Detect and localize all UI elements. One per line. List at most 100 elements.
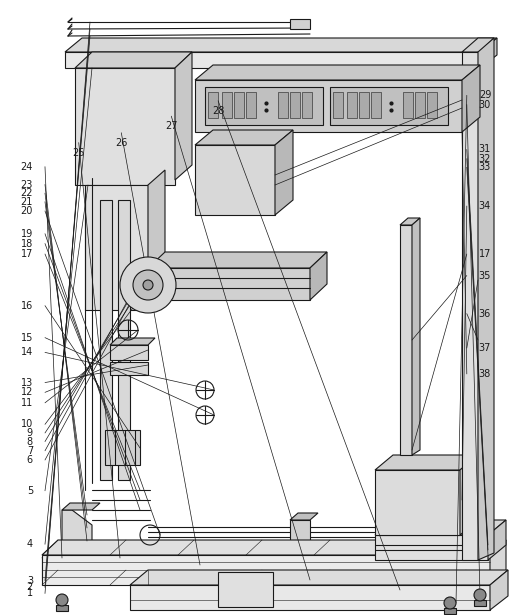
- Circle shape: [143, 280, 153, 290]
- Bar: [278, 92, 288, 118]
- Bar: [218, 572, 273, 607]
- Polygon shape: [195, 130, 293, 145]
- Bar: [427, 92, 437, 118]
- Text: 24: 24: [21, 162, 33, 172]
- Text: 32: 32: [479, 154, 491, 164]
- Polygon shape: [400, 218, 420, 225]
- Text: 15: 15: [21, 333, 33, 343]
- Polygon shape: [148, 252, 327, 268]
- Bar: [359, 92, 369, 118]
- Text: 29: 29: [479, 90, 491, 100]
- Bar: [56, 605, 68, 611]
- Text: 25: 25: [72, 148, 85, 157]
- Text: 38: 38: [479, 369, 491, 379]
- Bar: [290, 19, 310, 29]
- Text: 18: 18: [21, 239, 33, 248]
- Polygon shape: [42, 540, 506, 555]
- Circle shape: [56, 594, 68, 606]
- Polygon shape: [130, 585, 490, 610]
- Text: 22: 22: [21, 188, 33, 198]
- Circle shape: [444, 597, 456, 609]
- Circle shape: [474, 589, 486, 601]
- Text: 35: 35: [479, 271, 491, 280]
- Circle shape: [120, 257, 176, 313]
- Polygon shape: [195, 80, 462, 132]
- Polygon shape: [195, 145, 275, 215]
- Bar: [205, 87, 323, 125]
- Text: 10: 10: [21, 419, 33, 429]
- Polygon shape: [310, 252, 327, 300]
- Polygon shape: [42, 558, 70, 580]
- Polygon shape: [75, 68, 175, 185]
- Bar: [246, 92, 256, 118]
- Text: 34: 34: [479, 201, 491, 211]
- Text: 19: 19: [21, 229, 33, 239]
- Text: 36: 36: [479, 309, 491, 319]
- Text: 33: 33: [479, 162, 491, 172]
- Polygon shape: [175, 52, 192, 180]
- Text: 31: 31: [479, 145, 491, 154]
- Text: 21: 21: [21, 197, 33, 207]
- Text: 5: 5: [27, 486, 33, 496]
- Bar: [444, 608, 456, 614]
- Text: 12: 12: [21, 387, 33, 397]
- Bar: [302, 92, 312, 118]
- Polygon shape: [460, 455, 478, 535]
- Polygon shape: [462, 38, 494, 52]
- Polygon shape: [110, 338, 155, 345]
- Text: 11: 11: [21, 398, 33, 408]
- Text: 26: 26: [115, 138, 128, 148]
- Polygon shape: [62, 558, 310, 565]
- Text: 2: 2: [27, 582, 33, 592]
- Bar: [403, 92, 413, 118]
- Bar: [347, 92, 357, 118]
- Polygon shape: [490, 540, 506, 585]
- Text: 30: 30: [479, 100, 491, 109]
- Bar: [474, 600, 486, 606]
- Bar: [290, 92, 300, 118]
- Polygon shape: [65, 52, 480, 68]
- Text: 9: 9: [27, 428, 33, 438]
- Polygon shape: [462, 52, 478, 560]
- Text: 1: 1: [27, 589, 33, 598]
- Polygon shape: [62, 503, 100, 510]
- Polygon shape: [400, 225, 412, 455]
- Bar: [222, 92, 232, 118]
- Bar: [234, 92, 244, 118]
- Polygon shape: [490, 570, 508, 610]
- Polygon shape: [62, 510, 92, 550]
- Text: 17: 17: [21, 249, 33, 259]
- Polygon shape: [110, 362, 148, 375]
- Polygon shape: [195, 65, 480, 80]
- Polygon shape: [130, 570, 508, 585]
- Bar: [333, 92, 343, 118]
- Polygon shape: [42, 555, 490, 585]
- Polygon shape: [375, 520, 506, 535]
- Polygon shape: [65, 38, 497, 52]
- Text: 3: 3: [27, 576, 33, 585]
- Text: 17: 17: [479, 249, 491, 259]
- Text: 20: 20: [21, 206, 33, 216]
- Text: 13: 13: [21, 378, 33, 387]
- Polygon shape: [75, 52, 192, 68]
- Text: 14: 14: [21, 347, 33, 357]
- Polygon shape: [148, 268, 310, 300]
- Bar: [330, 87, 448, 125]
- Polygon shape: [290, 520, 310, 550]
- Polygon shape: [42, 550, 78, 558]
- Text: 6: 6: [27, 455, 33, 465]
- Bar: [100, 200, 112, 480]
- Bar: [118, 200, 130, 480]
- Polygon shape: [375, 535, 488, 560]
- Polygon shape: [462, 65, 480, 132]
- Text: 4: 4: [27, 539, 33, 549]
- Polygon shape: [480, 38, 497, 68]
- Text: 37: 37: [479, 343, 491, 353]
- Polygon shape: [110, 345, 148, 360]
- Polygon shape: [412, 218, 420, 455]
- Circle shape: [133, 270, 163, 300]
- Polygon shape: [148, 170, 165, 310]
- Polygon shape: [375, 455, 478, 470]
- Bar: [415, 92, 425, 118]
- Bar: [208, 92, 218, 118]
